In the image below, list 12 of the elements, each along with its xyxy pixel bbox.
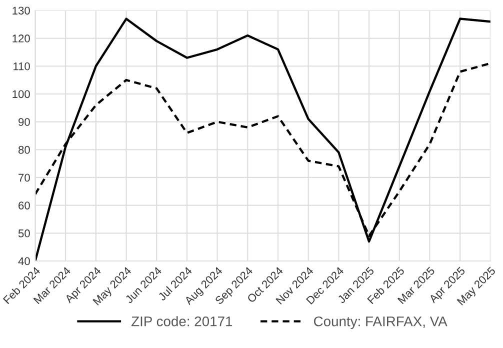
y-tick-label: 80 <box>18 146 30 154</box>
legend-label: ZIP code: 20171 <box>132 316 232 326</box>
y-tick-label: 120 <box>12 34 30 42</box>
y-tick-label: 130 <box>12 6 30 15</box>
y-tick-label: 100 <box>12 90 30 98</box>
y-tick-label: 90 <box>18 118 30 126</box>
y-tick-label: 110 <box>13 62 30 70</box>
y-tick-label: 70 <box>18 174 30 182</box>
y-tick-label: 40 <box>18 257 30 266</box>
y-tick-label: 50 <box>18 229 30 238</box>
y-tick-label: 60 <box>18 202 30 210</box>
legend-label: County: FAIRFAX, VA <box>314 316 448 330</box>
